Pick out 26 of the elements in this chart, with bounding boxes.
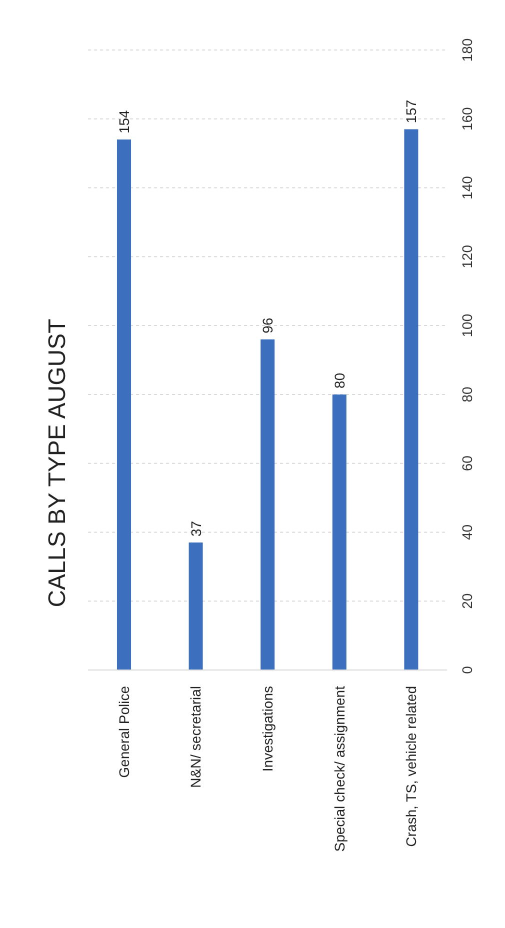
x-tick-label: Investigations [260, 686, 276, 772]
bar [332, 394, 346, 670]
bar [117, 140, 131, 670]
bar [260, 339, 275, 670]
y-tick-label: 120 [459, 244, 475, 268]
y-tick-label: 80 [459, 386, 475, 402]
y-tick-label: 20 [459, 593, 475, 609]
bar [404, 129, 418, 670]
y-tick-label: 140 [459, 176, 475, 200]
y-tick-label: 180 [459, 38, 475, 62]
data-label: 80 [331, 372, 348, 388]
y-tick-label: 160 [459, 106, 475, 131]
data-label: 37 [188, 520, 204, 537]
text: CALLS BY TYPE AUGUST [44, 318, 72, 608]
x-tick-label: Crash, TS, vehicle related [403, 686, 420, 847]
x-tick-label: Special check/ assignment [331, 686, 348, 852]
data-label: 96 [260, 318, 276, 334]
data-label: 157 [403, 100, 420, 124]
data-label: 154 [116, 110, 132, 134]
y-tick-label: 60 [459, 455, 475, 472]
y-tick-label: 40 [459, 524, 475, 540]
bar [188, 542, 203, 670]
x-tick-label: N&N/ secretarial [188, 686, 204, 788]
y-tick-label: 100 [459, 314, 475, 338]
x-tick-label: General Police [116, 686, 132, 778]
y-tick-label: 0 [459, 666, 475, 674]
